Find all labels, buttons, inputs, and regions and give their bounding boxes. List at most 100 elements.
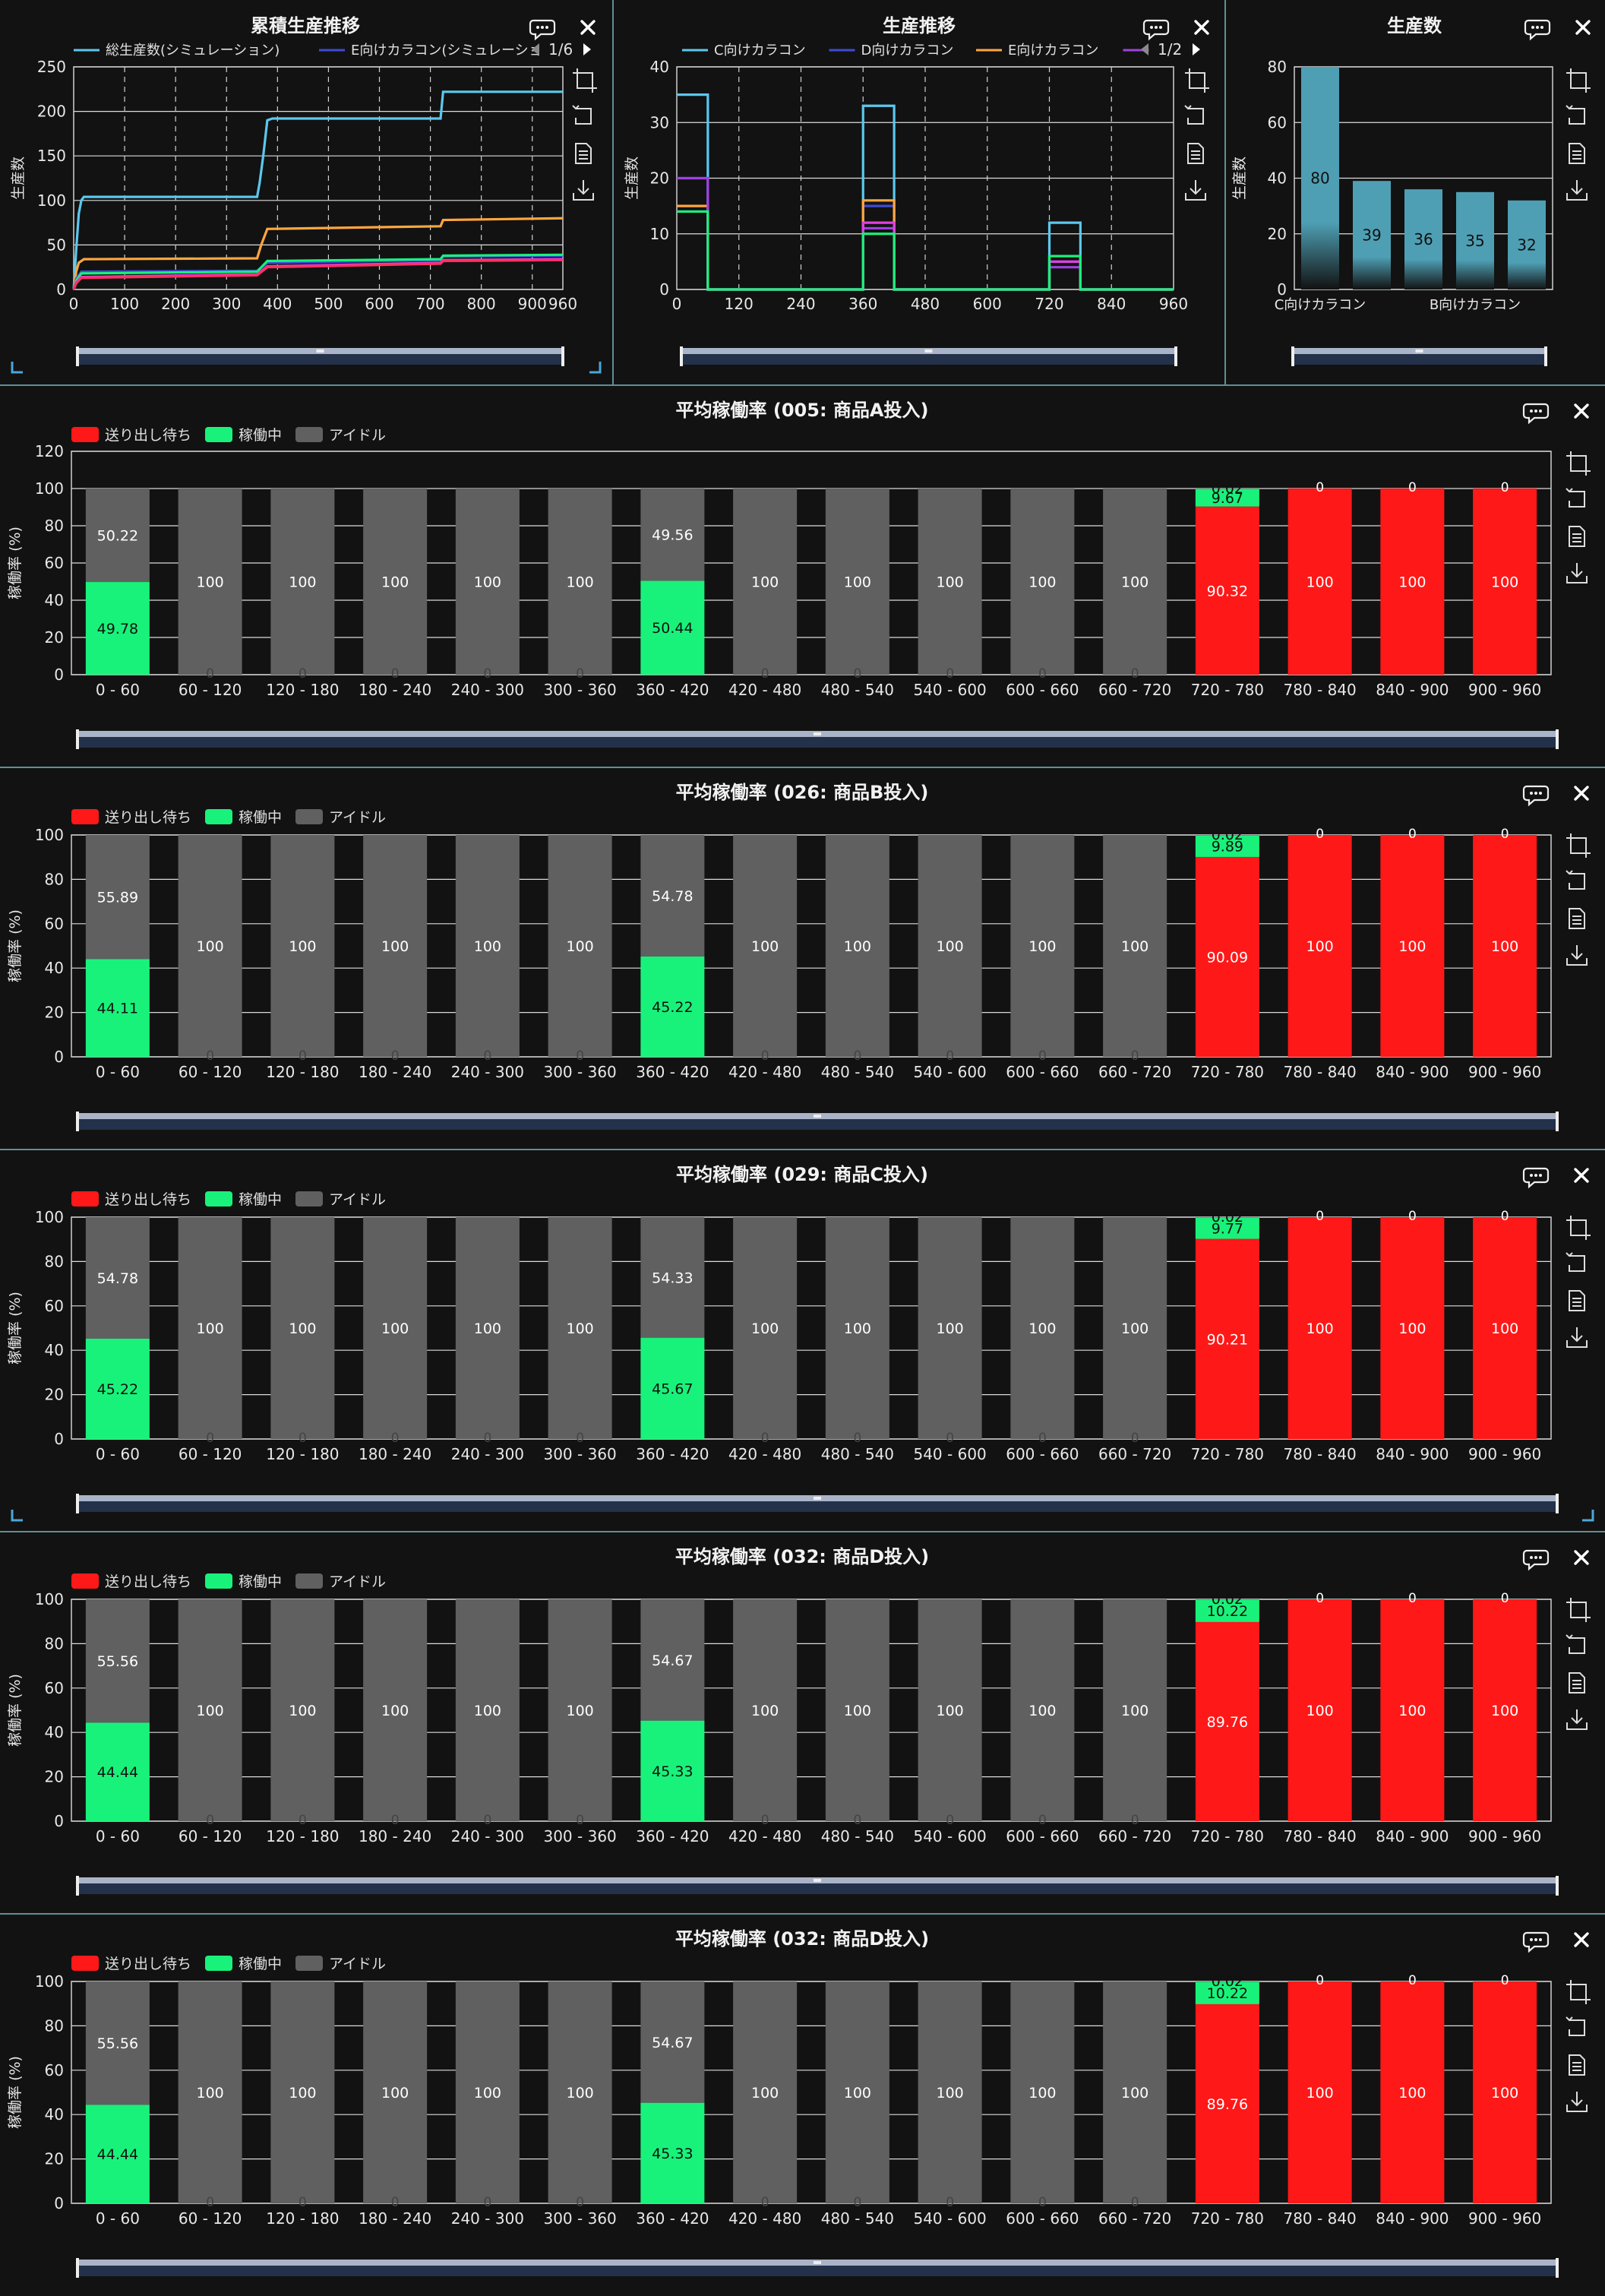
waiting-bar[interactable]	[1380, 1599, 1445, 1821]
waiting-bar[interactable]	[1473, 835, 1537, 1057]
idle-bar[interactable]	[825, 489, 889, 675]
bar[interactable]	[1404, 189, 1442, 289]
data-zoom-slider[interactable]	[76, 729, 1559, 749]
chat-icon[interactable]	[1142, 19, 1170, 41]
idle-bar[interactable]	[1010, 1217, 1075, 1439]
running-bar[interactable]	[640, 1337, 705, 1439]
waiting-bar[interactable]	[1195, 1238, 1259, 1439]
legend-item[interactable]: 送り出し待ち	[71, 1573, 191, 1590]
legend-item[interactable]: E向けカラコン(シミュレーショ	[319, 43, 542, 59]
waiting-bar[interactable]	[1380, 835, 1445, 1057]
idle-bar[interactable]	[1103, 1981, 1167, 2203]
data-zoom-slider[interactable]	[76, 1876, 1559, 1896]
legend-item[interactable]: 送り出し待ち	[71, 427, 191, 444]
idle-bar[interactable]	[270, 1981, 335, 2203]
restore-icon[interactable]	[1566, 1634, 1585, 1654]
close-icon[interactable]	[1574, 1550, 1589, 1565]
running-bar[interactable]	[1195, 489, 1259, 507]
idle-bar[interactable]	[455, 1599, 520, 1821]
idle-bar[interactable]	[455, 489, 520, 675]
chat-icon[interactable]	[1522, 1167, 1550, 1189]
idle-bar[interactable]	[733, 1599, 798, 1821]
idle-bar[interactable]	[85, 835, 150, 960]
running-bar[interactable]	[640, 2102, 705, 2203]
idle-bar[interactable]	[178, 1217, 242, 1439]
legend-pager[interactable]: 1/6	[532, 40, 591, 59]
idle-bar[interactable]	[178, 1599, 242, 1821]
running-bar[interactable]	[640, 956, 705, 1057]
restore-icon[interactable]	[1184, 105, 1204, 125]
idle-bar[interactable]	[85, 1981, 150, 2105]
close-icon[interactable]	[1574, 1932, 1589, 1947]
idle-bar[interactable]	[1103, 489, 1167, 675]
running-bar[interactable]	[85, 959, 150, 1057]
running-bar[interactable]	[640, 580, 705, 675]
running-bar[interactable]	[1195, 1217, 1259, 1239]
save-image-icon[interactable]	[1566, 1327, 1588, 1348]
waiting-bar[interactable]	[1473, 1599, 1537, 1821]
series-line[interactable]	[72, 253, 564, 290]
idle-bar[interactable]	[640, 1599, 705, 1721]
data-view-icon[interactable]	[1187, 143, 1204, 164]
idle-bar[interactable]	[825, 1217, 889, 1439]
legend-item[interactable]: アイドル	[295, 1573, 386, 1590]
restore-icon[interactable]	[1566, 488, 1585, 508]
bar[interactable]	[1508, 200, 1546, 289]
legend-item[interactable]: D向けカラコン	[829, 43, 954, 59]
idle-bar[interactable]	[548, 1981, 612, 2203]
zoom-area-icon[interactable]	[1566, 1216, 1591, 1240]
restore-icon[interactable]	[1566, 1252, 1585, 1272]
idle-bar[interactable]	[1103, 1217, 1167, 1439]
idle-bar[interactable]	[733, 1217, 798, 1439]
bar[interactable]	[1456, 191, 1494, 289]
idle-bar[interactable]	[1195, 835, 1259, 836]
data-zoom-slider[interactable]	[680, 346, 1177, 366]
idle-bar[interactable]	[640, 835, 705, 957]
series-line[interactable]	[72, 217, 564, 290]
idle-bar[interactable]	[455, 835, 520, 1057]
save-image-icon[interactable]	[573, 180, 594, 201]
waiting-bar[interactable]	[1473, 489, 1537, 675]
idle-bar[interactable]	[178, 1981, 242, 2203]
chat-icon[interactable]	[1522, 1931, 1550, 1953]
resize-corner-icon[interactable]	[11, 1510, 1594, 1522]
idle-bar[interactable]	[918, 835, 982, 1057]
idle-bar[interactable]	[1103, 835, 1167, 1057]
idle-bar[interactable]	[733, 835, 798, 1057]
legend-item[interactable]: 送り出し待ち	[71, 809, 191, 826]
running-bar[interactable]	[85, 1338, 150, 1439]
legend-pager[interactable]: 1/2	[1141, 40, 1200, 59]
waiting-bar[interactable]	[1195, 1621, 1259, 1821]
legend-item[interactable]: 総生産数(シミュレーション)	[74, 43, 280, 59]
running-bar[interactable]	[1195, 1981, 1259, 2004]
idle-bar[interactable]	[733, 1981, 798, 2203]
zoom-area-icon[interactable]	[1566, 1980, 1591, 2004]
data-view-icon[interactable]	[1569, 526, 1585, 547]
idle-bar[interactable]	[270, 835, 335, 1057]
save-image-icon[interactable]	[1566, 2092, 1588, 2112]
running-bar[interactable]	[85, 1722, 150, 1821]
legend-item[interactable]: 稼働中	[205, 1956, 282, 1972]
idle-bar[interactable]	[1195, 1981, 1259, 1982]
data-view-icon[interactable]	[1569, 143, 1585, 164]
save-image-icon[interactable]	[1566, 180, 1588, 201]
idle-bar[interactable]	[178, 489, 242, 675]
series-line[interactable]	[677, 93, 1174, 291]
data-zoom-slider[interactable]	[76, 1112, 1559, 1131]
waiting-bar[interactable]	[1380, 489, 1445, 675]
idle-bar[interactable]	[1010, 489, 1075, 675]
idle-bar[interactable]	[918, 1217, 982, 1439]
legend-item[interactable]: アイドル	[295, 1191, 386, 1208]
idle-bar[interactable]	[455, 1981, 520, 2203]
legend-item[interactable]: 送り出し待ち	[71, 1191, 191, 1208]
idle-bar[interactable]	[363, 1217, 428, 1439]
close-icon[interactable]	[580, 20, 596, 35]
zoom-area-icon[interactable]	[1566, 68, 1591, 93]
waiting-bar[interactable]	[1380, 1981, 1445, 2203]
zoom-area-icon[interactable]	[1566, 1598, 1591, 1622]
chat-icon[interactable]	[529, 19, 556, 41]
chat-icon[interactable]	[1522, 403, 1550, 425]
idle-bar[interactable]	[548, 1599, 612, 1821]
waiting-bar[interactable]	[1287, 835, 1352, 1057]
idle-bar[interactable]	[85, 1599, 150, 1723]
